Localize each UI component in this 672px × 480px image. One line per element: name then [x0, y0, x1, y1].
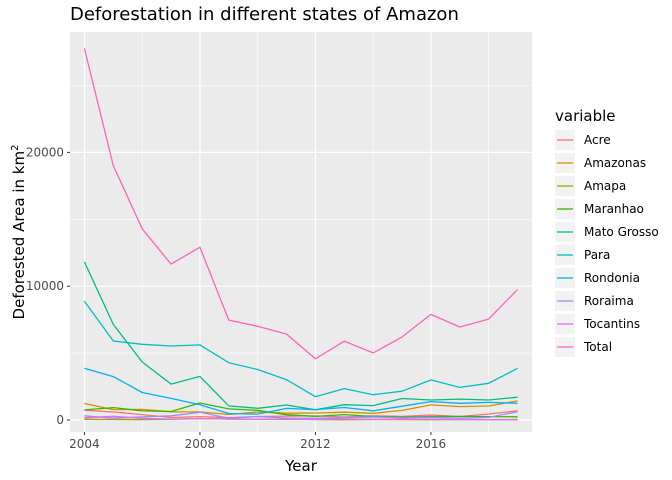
x-tick-label: 2008 [185, 437, 216, 451]
y-tick-label: 0 [56, 413, 64, 427]
series-line-total [83, 48, 519, 360]
legend-item: Rondonia [555, 268, 640, 288]
legend-label: Tocantins [583, 317, 640, 331]
legend-label: Total [583, 340, 612, 354]
series-line-tocantins [84, 415, 518, 421]
legend-item: Acre [555, 130, 611, 150]
x-axis-ticks: 2004 2008 2012 2016 [69, 432, 446, 451]
legend-label: Para [584, 248, 610, 262]
x-axis-title: Year [284, 457, 318, 475]
legend-items: Acre Amazonas Amapa Maranhao Mato Grosso Para… [555, 130, 659, 357]
series-line-roraima [84, 411, 518, 419]
legend-item: Maranhao [555, 199, 644, 219]
y-axis-title-superscript: 2 [10, 145, 21, 151]
y-axis-title-text: Deforested Area in km [10, 151, 28, 320]
y-axis-ticks: 0 10000 20000 [26, 145, 70, 427]
legend-label: Amazonas [584, 156, 646, 170]
series-line-rondonia [84, 367, 518, 415]
legend-title: variable [555, 107, 616, 125]
y-axis-title: Deforested Area in km2 [10, 145, 28, 320]
series-line-mato-grosso [83, 261, 518, 411]
y-tick-label: 10000 [26, 279, 64, 293]
series-line-para [83, 300, 518, 398]
legend-item: Amazonas [555, 153, 646, 173]
legend-label: Maranhao [584, 202, 644, 216]
legend-label: Roraima [584, 294, 634, 308]
plot-background [70, 32, 532, 432]
legend-label: Amapa [584, 179, 626, 193]
series-line-maranhao [84, 402, 518, 418]
legend-item: Mato Grosso [555, 222, 659, 242]
x-tick-label: 2012 [300, 437, 331, 451]
legend-label: Rondonia [584, 271, 640, 285]
series-lines [83, 48, 519, 421]
x-tick-label: 2004 [69, 437, 100, 451]
legend-item: Total [555, 337, 612, 357]
chart-title: Deforestation in different states of Ama… [70, 4, 459, 25]
y-tick-label: 20000 [26, 145, 64, 159]
legend-item: Roraima [555, 291, 634, 311]
legend-label: Acre [584, 133, 611, 147]
legend-item: Para [555, 245, 610, 265]
legend-item: Amapa [555, 176, 626, 196]
legend: variable Acre Amazonas Amapa Maranhao Mato G… [555, 107, 659, 357]
x-tick-label: 2016 [416, 437, 447, 451]
legend-label: Mato Grosso [584, 225, 659, 239]
legend-item: Tocantins [555, 314, 640, 334]
